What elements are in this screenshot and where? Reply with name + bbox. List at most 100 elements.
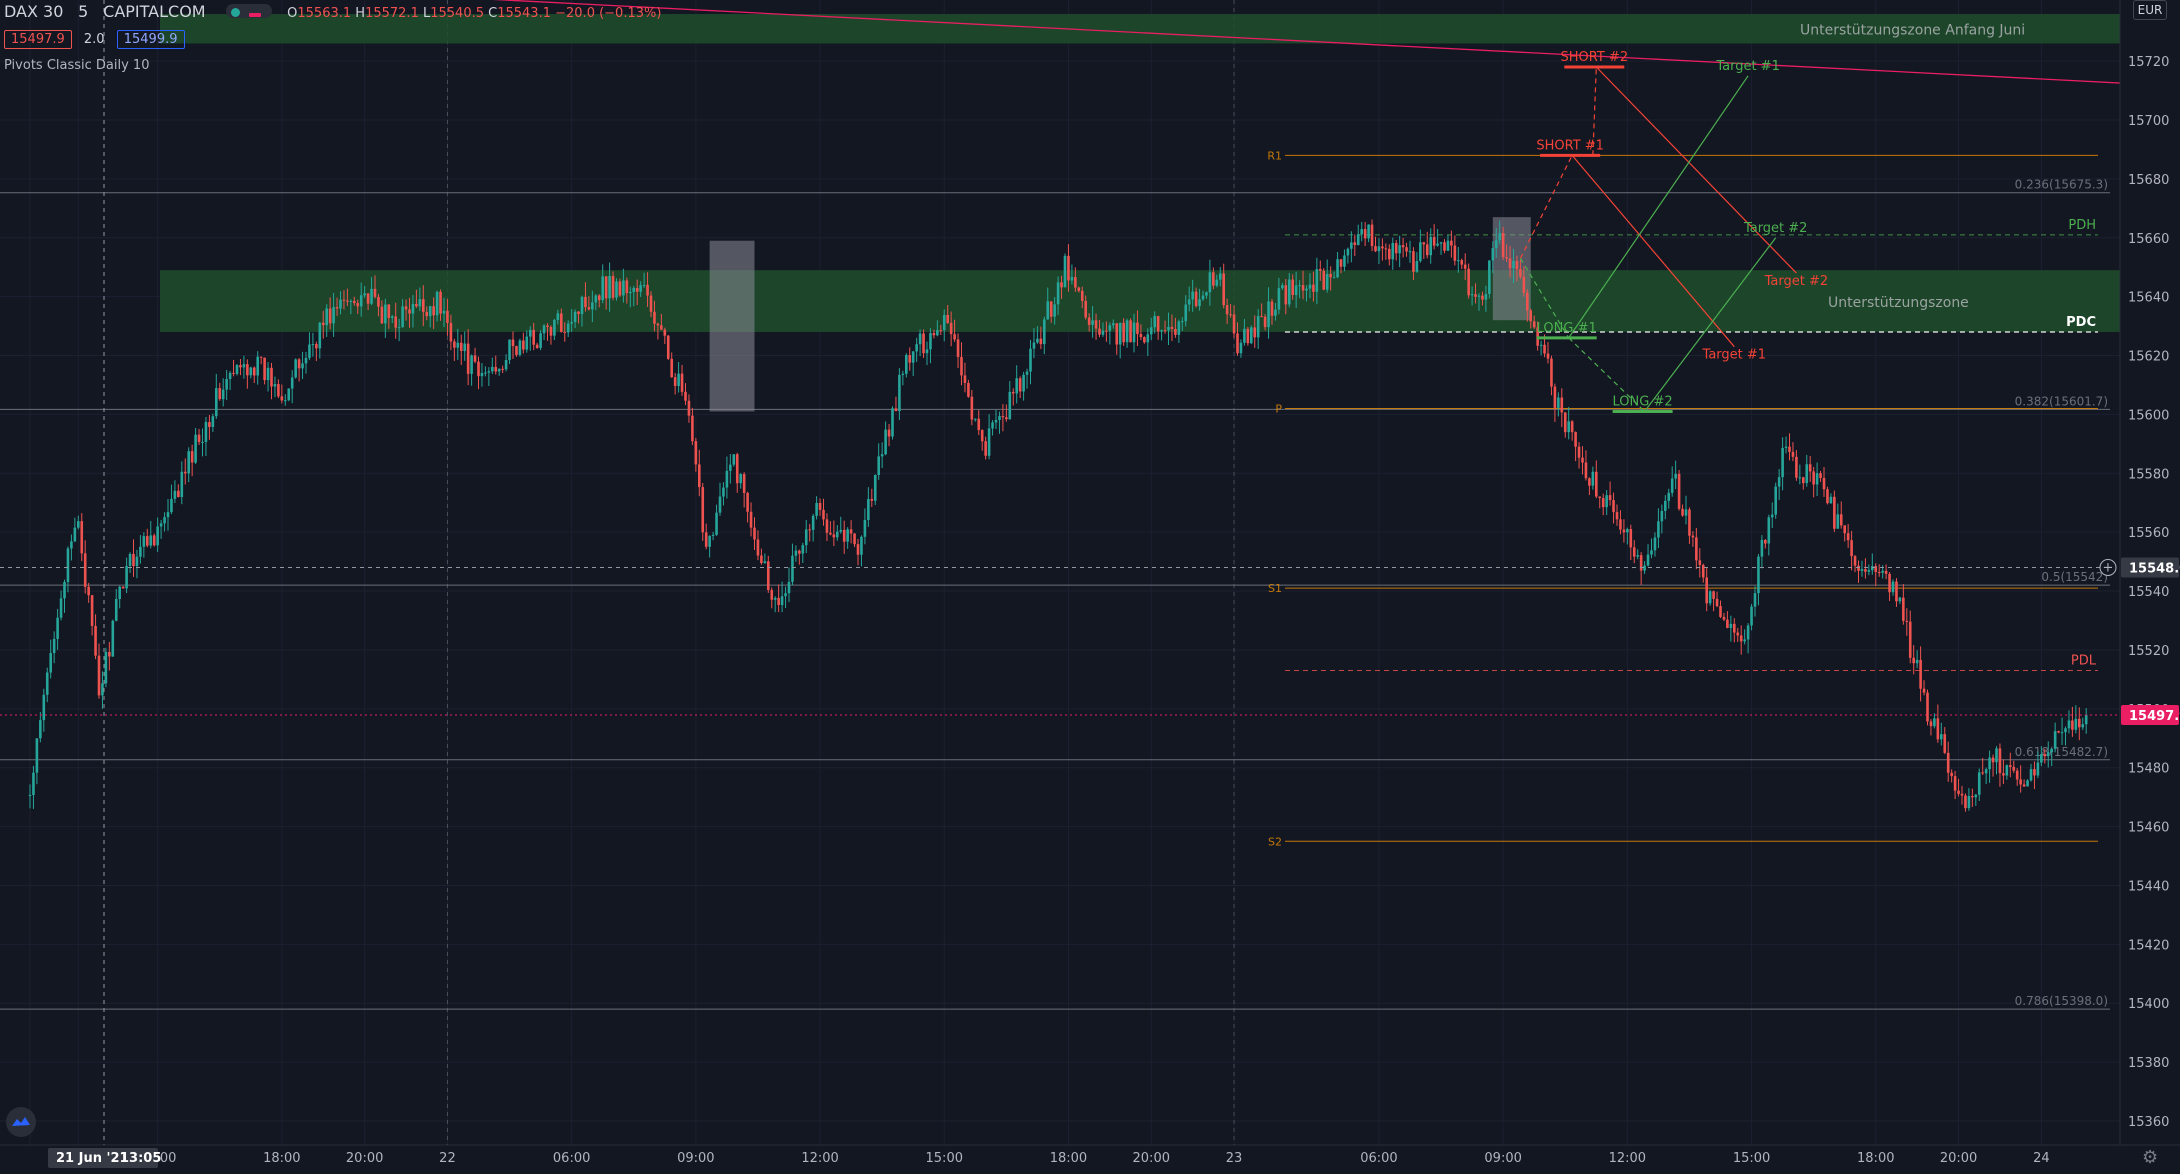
indicator-legend[interactable]: Pivots Classic Daily 10 <box>4 58 150 73</box>
candle-body <box>1995 748 1998 763</box>
candle-body <box>853 533 856 545</box>
currency-badge[interactable]: EUR <box>2133 0 2167 20</box>
candle-body <box>1922 688 1926 693</box>
candle-body <box>949 322 953 335</box>
candle-body <box>1315 269 1319 292</box>
symbol-name[interactable]: DAX 30 <box>4 2 64 21</box>
plus-icon: + <box>2103 561 2114 576</box>
plan-path-short <box>1519 155 1573 259</box>
candle-body <box>932 333 936 336</box>
candle-body <box>466 343 470 374</box>
status-dots <box>226 4 273 18</box>
candle-body <box>1501 233 1505 258</box>
candle-body <box>673 377 677 386</box>
sell-button[interactable]: 15497.9 <box>4 30 72 49</box>
candle-body <box>1470 294 1474 296</box>
candle-body <box>1877 572 1881 574</box>
candle-body <box>246 364 249 376</box>
candle-body <box>221 389 225 400</box>
candle-body <box>711 534 715 536</box>
candle-body <box>1129 320 1132 343</box>
candle-body <box>377 296 380 307</box>
pivot-label: S2 <box>1268 835 1282 848</box>
candle-body <box>635 287 639 292</box>
candle-body <box>49 653 52 673</box>
candle-body <box>2005 765 2009 776</box>
candle-body <box>1833 496 1836 529</box>
candle-body <box>1853 556 1857 566</box>
gear-icon[interactable]: ⚙ <box>2142 1147 2159 1168</box>
candle-body <box>836 531 839 538</box>
candle-body <box>1829 496 1833 504</box>
interval-label[interactable]: 5 <box>78 2 89 21</box>
candle-body <box>346 300 349 302</box>
candle-body <box>201 441 204 443</box>
candle-body <box>1760 539 1764 557</box>
candle-body <box>501 368 504 370</box>
candle-body <box>842 529 846 542</box>
candle-body <box>1953 776 1957 791</box>
candle-body <box>59 598 63 618</box>
candle-body <box>1360 229 1363 235</box>
candle-body <box>1736 632 1740 636</box>
candle-body <box>532 329 535 345</box>
buy-button[interactable]: 15499.9 <box>116 30 185 49</box>
candle-body <box>1991 757 1995 763</box>
candle-body <box>1860 569 1864 571</box>
candle-body <box>1595 471 1598 497</box>
candle-body <box>1308 284 1312 289</box>
symbol-legend: DAX 30 5 CAPITALCOM O15563.1 H15572.1 L1… <box>4 2 661 21</box>
candle-body <box>273 384 277 387</box>
candle-body <box>2043 754 2047 757</box>
candle-body <box>1929 721 1933 727</box>
plan-arrow-long <box>1644 237 1777 412</box>
candle-body <box>1846 533 1850 541</box>
candle-body <box>1812 471 1815 485</box>
time-tick-label: 12:00 <box>1609 1151 1646 1166</box>
candle-body <box>1684 509 1688 516</box>
candle-body <box>1077 287 1081 291</box>
candle-body <box>1374 246 1377 252</box>
candle-body <box>818 502 822 510</box>
candle-body <box>52 638 56 654</box>
candle-body <box>2029 769 2033 781</box>
candle-body <box>922 333 925 354</box>
candle-body <box>1926 692 1929 722</box>
candle-body <box>459 342 463 352</box>
candle-body <box>1743 639 1746 642</box>
candle-body <box>97 655 101 696</box>
candle-body <box>687 400 691 416</box>
candle-body <box>1181 321 1184 323</box>
candle-body <box>1260 316 1263 318</box>
candle-body <box>1915 659 1919 664</box>
candle-body <box>535 344 539 348</box>
candle-body <box>370 288 373 304</box>
candle-body <box>1060 282 1063 288</box>
low-label: L <box>422 6 431 21</box>
candle-body <box>284 400 287 402</box>
candle-body <box>542 325 546 334</box>
candle-body <box>1284 285 1288 305</box>
candle-body <box>1187 299 1191 305</box>
candle-body <box>394 316 397 328</box>
candle-body <box>1977 772 1981 795</box>
candle-body <box>373 288 377 297</box>
price-tick-label: 15660 <box>2128 232 2169 247</box>
candle-body <box>1205 292 1208 296</box>
candle-body <box>1802 477 1805 484</box>
candle-body <box>94 625 97 656</box>
entry-label: SHORT #2 <box>1561 50 1629 65</box>
candle-body <box>1256 316 1260 338</box>
candle-body <box>1212 272 1215 286</box>
candle-body <box>587 307 591 310</box>
candle-body <box>1325 273 1329 290</box>
price-tick-label: 15360 <box>2128 1115 2169 1130</box>
trade-buttons: 15497.9 2.0 15499.9 <box>4 30 185 49</box>
candle-body <box>1253 327 1257 338</box>
candle-body <box>453 341 456 348</box>
candle-body <box>1356 234 1360 246</box>
candle-body <box>2060 732 2064 734</box>
tradingview-logo-icon[interactable] <box>6 1107 36 1137</box>
